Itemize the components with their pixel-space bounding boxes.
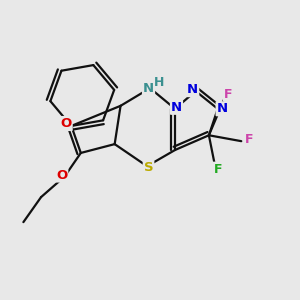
- Text: F: F: [224, 88, 232, 100]
- Text: O: O: [56, 169, 67, 182]
- Text: O: O: [61, 117, 72, 130]
- Text: F: F: [214, 163, 222, 176]
- Text: H: H: [154, 76, 164, 89]
- Text: S: S: [144, 161, 153, 174]
- Text: F: F: [244, 133, 253, 146]
- Text: N: N: [217, 102, 228, 115]
- Text: N: N: [171, 101, 182, 114]
- Text: N: N: [143, 82, 154, 95]
- Text: N: N: [187, 83, 198, 96]
